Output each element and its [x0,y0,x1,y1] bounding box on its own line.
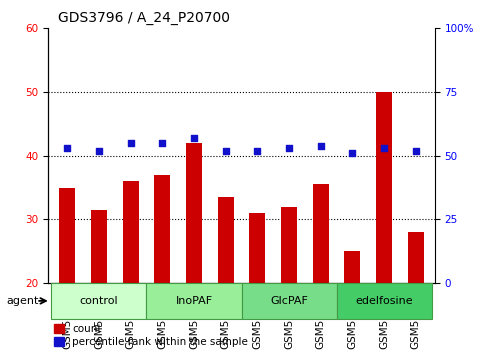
Text: control: control [80,296,118,306]
Point [127,140,134,146]
Bar [123,181,139,283]
Legend: count, percentile rank within the sample: count, percentile rank within the sample [54,324,248,347]
Bar [218,197,234,283]
Bar [281,207,297,283]
Point [63,145,71,151]
Point [285,145,293,151]
Bar [59,188,75,283]
Bar [376,92,392,283]
Point [222,148,229,154]
Bar [408,232,424,283]
Text: edelfosine: edelfosine [355,296,413,306]
Point [158,140,166,146]
Point [317,143,325,148]
Point [190,135,198,141]
Point [349,150,356,156]
Point [380,145,388,151]
Bar [186,143,202,283]
Bar [249,213,265,283]
Point [95,148,103,154]
Bar [337,283,431,319]
Text: agent: agent [6,296,39,306]
Bar [242,283,337,319]
Text: GDS3796 / A_24_P20700: GDS3796 / A_24_P20700 [58,11,230,25]
Bar [313,184,328,283]
Point [254,148,261,154]
Point [412,148,420,154]
Text: GlcPAF: GlcPAF [270,296,308,306]
Bar [52,283,146,319]
Text: InoPAF: InoPAF [175,296,213,306]
Bar [344,251,360,283]
Bar [91,210,107,283]
Bar [155,175,170,283]
Bar [146,283,242,319]
